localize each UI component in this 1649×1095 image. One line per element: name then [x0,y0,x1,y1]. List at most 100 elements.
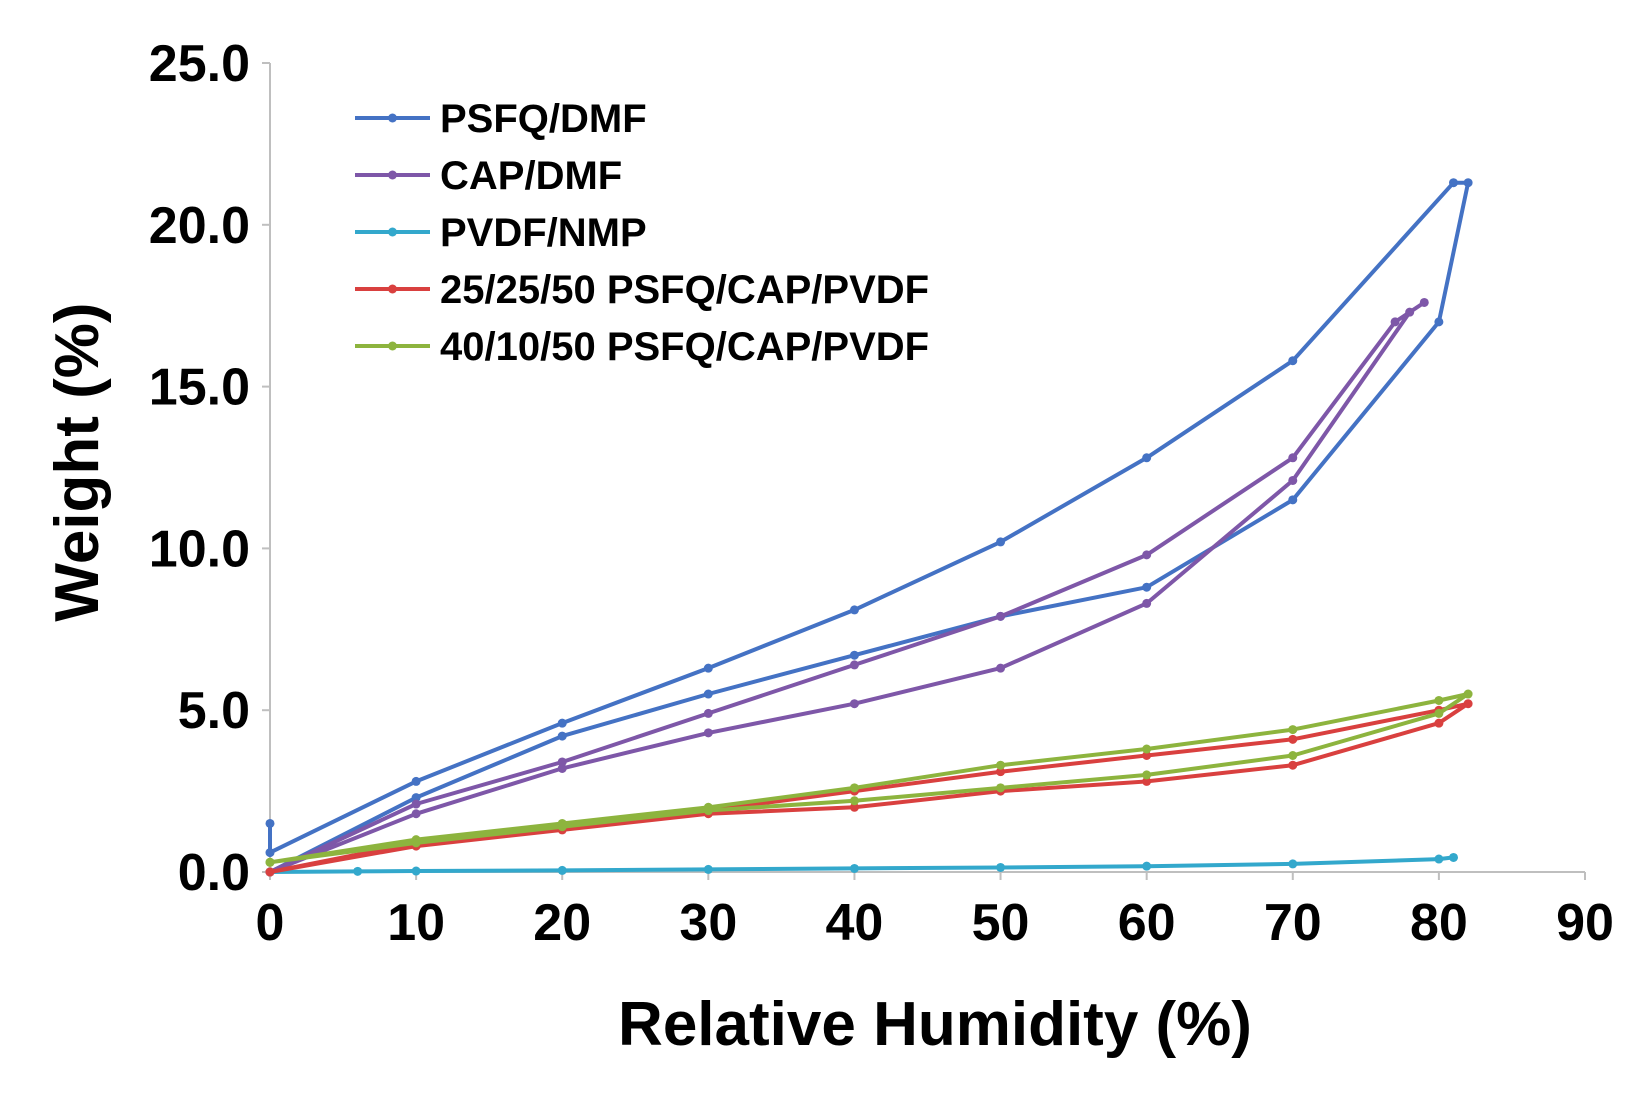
data-point [411,809,421,819]
data-point [1142,550,1152,560]
data-point [703,663,713,673]
data-point [1463,689,1473,699]
data-point [1463,178,1473,188]
y-tick-label: 0.0 [178,844,250,902]
x-tick-label: 40 [826,894,884,952]
data-point [1419,297,1429,307]
legend-item: PVDF/NMP [355,211,647,255]
data-point [1288,495,1298,505]
data-point [1449,852,1458,862]
data-point [1405,307,1415,317]
legend-label: 40/10/50 PSFQ/CAP/PVDF [440,325,929,369]
data-point [849,783,859,793]
y-tick-label: 15.0 [149,359,250,417]
data-point [849,650,859,660]
series-line [268,855,1456,874]
legend-marker [388,170,397,180]
y-tick-label: 20.0 [149,197,250,255]
x-tick-label: 80 [1410,894,1468,952]
x-tick-label: 10 [387,894,445,952]
y-tick-label: 25.0 [149,35,250,93]
data-point [557,757,567,767]
y-tick-label: 5.0 [178,682,250,740]
data-point [1142,861,1152,871]
data-point [1390,317,1400,327]
y-tick-label: 10.0 [149,520,250,578]
data-point [1434,718,1444,728]
data-point [1288,475,1298,485]
data-point [1142,776,1152,786]
legend-marker [388,341,397,351]
data-point [353,866,363,876]
data-point [1142,751,1152,761]
data-point [411,793,421,803]
data-point [1449,178,1458,188]
x-tick-label: 30 [679,894,737,952]
data-point [703,802,713,812]
data-point [411,835,421,845]
data-point [849,605,859,615]
legend-marker [388,113,397,123]
data-point [996,537,1006,547]
data-point [265,818,275,828]
data-point [1142,770,1152,780]
data-point [849,660,859,670]
data-point [1288,760,1298,770]
x-tick-label: 70 [1264,894,1322,952]
data-point [1142,453,1152,463]
y-axis-title: Weight (%) [43,302,112,621]
data-point [411,866,421,876]
data-point [703,864,713,874]
data-point [849,863,859,873]
data-point [411,776,421,786]
data-point [1142,598,1152,608]
legend-label: CAP/DMF [440,154,622,198]
data-point [1288,751,1298,761]
series-group [265,689,1473,867]
data-point [703,708,713,718]
plot-area [265,178,1473,877]
data-point [265,867,275,877]
data-point [265,848,275,858]
legend-marker [388,227,397,237]
legend-label: PVDF/NMP [440,211,647,255]
data-point [557,731,567,741]
data-point [1463,699,1473,709]
data-point [996,663,1006,673]
legend-label: 25/25/50 PSFQ/CAP/PVDF [440,268,929,312]
data-point [996,760,1006,770]
series-line [268,180,1471,874]
x-tick-label: 0 [256,894,285,952]
data-point [1142,582,1152,592]
data-point [1434,317,1444,327]
data-point [849,699,859,709]
data-point [1288,859,1298,869]
x-tick-label: 90 [1556,894,1614,952]
series-line [268,692,1471,865]
x-tick-label: 20 [533,894,591,952]
data-point [849,802,859,812]
data-point [996,611,1006,621]
legend-label: PSFQ/DMF [440,97,647,141]
data-point [411,799,421,809]
data-point [1288,725,1298,735]
legend-marker [388,284,397,294]
data-point [1434,708,1444,718]
x-tick-label: 60 [1118,894,1176,952]
series-group [265,178,1473,877]
legend-item: PSFQ/DMF [355,97,647,141]
data-point [265,857,275,867]
legend-item: CAP/DMF [355,154,622,198]
legend-item: 25/25/50 PSFQ/CAP/PVDF [355,268,929,312]
data-point [557,818,567,828]
data-point [1142,744,1152,754]
x-axis-title: Relative Humidity (%) [618,990,1252,1059]
data-point [1288,453,1298,463]
axes: 0 10 20 30 40 50 60 70 80 90 0.0 5.0 10.0 15.0 20.0 25.… [149,35,1614,952]
data-point [557,865,567,875]
data-point [703,728,713,738]
data-point [1434,695,1444,705]
data-point [557,718,567,728]
legend-item: 40/10/50 PSFQ/CAP/PVDF [355,325,929,369]
